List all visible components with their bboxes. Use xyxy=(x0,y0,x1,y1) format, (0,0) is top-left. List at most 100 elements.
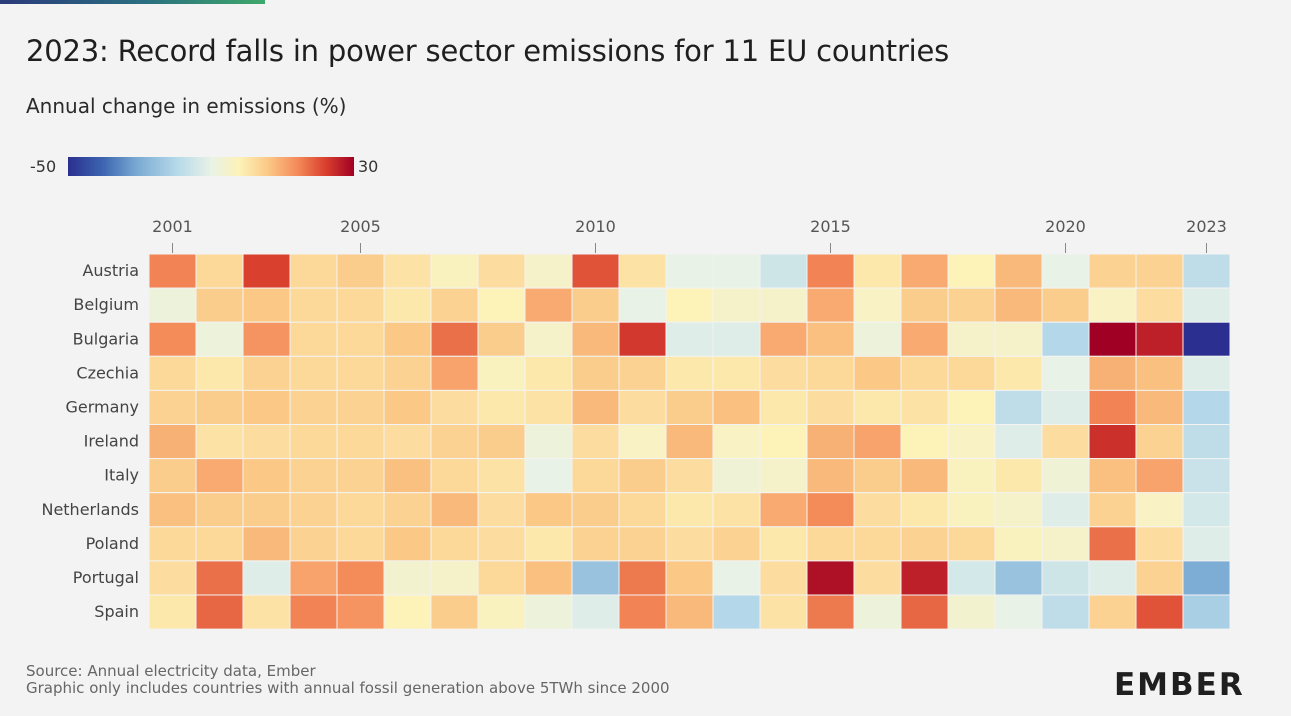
heatmap-cell xyxy=(712,389,761,425)
heatmap-cell xyxy=(383,492,432,528)
heatmap-cell xyxy=(195,458,244,494)
heatmap-cell xyxy=(806,560,855,596)
heatmap-cell xyxy=(1182,458,1231,494)
heatmap-cell xyxy=(712,355,761,391)
x-tick-label: 2010 xyxy=(575,217,616,236)
heatmap-cell xyxy=(1135,253,1184,289)
heatmap-cell xyxy=(571,424,620,460)
heatmap-cell xyxy=(571,253,620,289)
heatmap-cell xyxy=(148,389,197,425)
heatmap-cell xyxy=(336,389,385,425)
heatmap-cell xyxy=(994,458,1043,494)
y-row-label: Germany xyxy=(65,397,139,416)
heatmap-cell xyxy=(571,492,620,528)
heatmap-cell xyxy=(477,424,526,460)
brand-accent-bar xyxy=(0,0,265,4)
heatmap-cell xyxy=(947,424,996,460)
y-row-label: Austria xyxy=(82,261,139,280)
heatmap-cell xyxy=(242,389,291,425)
heatmap-cell xyxy=(148,253,197,289)
heatmap-cell xyxy=(665,389,714,425)
heatmap-cell xyxy=(195,492,244,528)
heatmap-cell xyxy=(1182,424,1231,460)
heatmap-cell xyxy=(853,389,902,425)
heatmap-cell xyxy=(1041,526,1090,562)
heatmap-cell xyxy=(383,355,432,391)
heatmap-cell xyxy=(477,526,526,562)
heatmap-cell xyxy=(618,424,667,460)
heatmap-cell xyxy=(853,492,902,528)
y-row-label: Belgium xyxy=(73,295,139,314)
heatmap-cell xyxy=(195,560,244,596)
heatmap-cell xyxy=(571,355,620,391)
heatmap-cell xyxy=(1135,492,1184,528)
heatmap-cell xyxy=(1182,389,1231,425)
heatmap-cell xyxy=(853,321,902,357)
heatmap-cell xyxy=(853,458,902,494)
heatmap-cell xyxy=(1088,424,1137,460)
legend-min-label: -50 xyxy=(30,157,57,176)
heatmap-cell xyxy=(289,526,338,562)
heatmap-cell xyxy=(759,492,808,528)
heatmap-cell xyxy=(430,560,479,596)
heatmap-cell xyxy=(1135,526,1184,562)
heatmap-cell xyxy=(759,424,808,460)
heatmap-cell xyxy=(195,389,244,425)
heatmap-cell xyxy=(759,560,808,596)
heatmap-cell xyxy=(900,492,949,528)
heatmap-cell xyxy=(1088,560,1137,596)
heatmap-cell xyxy=(1088,492,1137,528)
heatmap-cell xyxy=(759,389,808,425)
heatmap-cell xyxy=(853,560,902,596)
y-row-label: Italy xyxy=(104,466,139,485)
heatmap-cell xyxy=(383,253,432,289)
heatmap-cell xyxy=(383,458,432,494)
heatmap-cell xyxy=(900,355,949,391)
heatmap-cell xyxy=(430,458,479,494)
heatmap-cell xyxy=(524,389,573,425)
heatmap-cell xyxy=(994,424,1043,460)
heatmap-cell xyxy=(806,492,855,528)
heatmap-cell xyxy=(477,389,526,425)
heatmap-cell xyxy=(1088,389,1137,425)
x-tick-label: 2020 xyxy=(1045,217,1086,236)
heatmap-cell xyxy=(336,492,385,528)
heatmap-cell xyxy=(289,355,338,391)
inclusion-note: Graphic only includes countries with ann… xyxy=(26,679,670,697)
heatmap-cell xyxy=(383,321,432,357)
heatmap-cell xyxy=(477,458,526,494)
heatmap-cell xyxy=(1182,492,1231,528)
heatmap-cell xyxy=(383,560,432,596)
heatmap-cell xyxy=(148,321,197,357)
heatmap-cell xyxy=(900,526,949,562)
heatmap-cell xyxy=(618,355,667,391)
heatmap-cell xyxy=(618,492,667,528)
heatmap-cell xyxy=(712,594,761,630)
heatmap-cell xyxy=(524,424,573,460)
heatmap-cell xyxy=(712,560,761,596)
heatmap-cell xyxy=(1135,287,1184,323)
heatmap-cell xyxy=(336,424,385,460)
heatmap-cell xyxy=(1182,526,1231,562)
heatmap-cell xyxy=(195,594,244,630)
heatmap-cell xyxy=(383,594,432,630)
heatmap-cell xyxy=(712,526,761,562)
color-scale-legend xyxy=(68,157,354,176)
heatmap-cell xyxy=(524,355,573,391)
heatmap-cell xyxy=(383,526,432,562)
heatmap-cell xyxy=(806,424,855,460)
heatmap-cell xyxy=(430,492,479,528)
heatmap-cell xyxy=(994,287,1043,323)
heatmap-cell xyxy=(524,253,573,289)
heatmap-cell xyxy=(195,321,244,357)
heatmap-cell xyxy=(665,526,714,562)
heatmap-cell xyxy=(289,492,338,528)
heatmap-cell xyxy=(806,287,855,323)
heatmap-cell xyxy=(148,526,197,562)
heatmap-cell xyxy=(195,253,244,289)
heatmap-cell xyxy=(618,560,667,596)
heatmap-cell xyxy=(759,321,808,357)
heatmap-cell xyxy=(618,594,667,630)
heatmap-cell xyxy=(947,389,996,425)
heatmap-cell xyxy=(148,560,197,596)
